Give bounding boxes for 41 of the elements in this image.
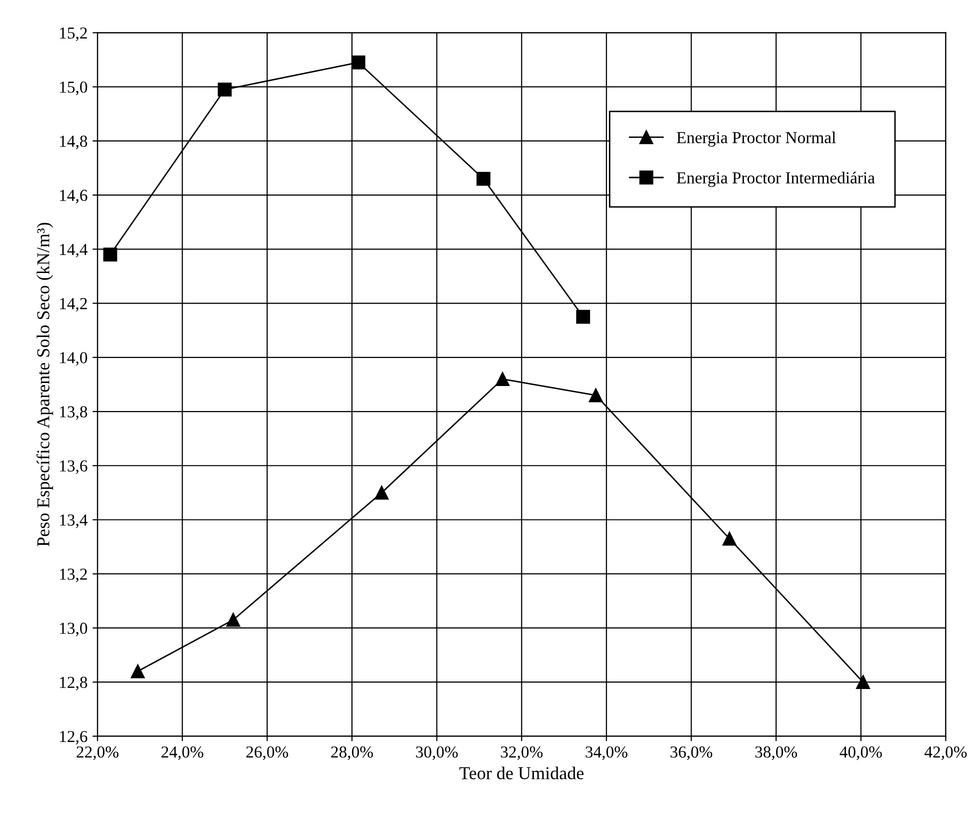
y-axis-title: Peso Específico Aparente Solo Seco (kN/m³)	[36, 222, 54, 546]
x-tick-label: 22,0%	[76, 746, 118, 760]
y-tick-label: 12,6	[60, 730, 88, 745]
y-tick-label: 14,6	[60, 190, 88, 204]
x-tick-label: 30,0%	[416, 746, 458, 760]
y-tick-label: 13,4	[60, 514, 88, 528]
point	[226, 612, 240, 627]
y-tick-label: 14,2	[60, 298, 87, 312]
point	[103, 248, 118, 262]
x-tick-label: 32,0%	[500, 746, 543, 760]
point	[588, 388, 603, 402]
point	[496, 372, 510, 386]
point	[722, 532, 736, 546]
point	[476, 172, 490, 186]
y-tick-label: 15,0	[60, 82, 88, 96]
x-axis-title: Teor de Umidade	[459, 766, 584, 780]
legend-label: Energia Proctor Intermediária	[676, 172, 875, 187]
x-tick-label: 26,0%	[246, 746, 288, 760]
y-tick-label: 13,8	[60, 406, 88, 420]
y-tick-label: 13,2	[60, 568, 87, 582]
legend-label: Energia Proctor Normal	[676, 132, 836, 147]
x-tick-label: 28,0%	[331, 746, 373, 760]
x-tick-label: 34,0%	[586, 746, 628, 760]
x-tick-label: 38,0%	[755, 746, 798, 760]
point	[576, 310, 590, 324]
point	[218, 82, 232, 96]
point	[351, 56, 366, 70]
x-tick-label: 42,0%	[924, 746, 967, 760]
x-tick-label: 36,0%	[670, 746, 712, 760]
y-tick-label: 14,4	[60, 244, 88, 258]
y-tick-label: 13,0	[60, 622, 88, 636]
y-tick-label: 15,2	[60, 27, 87, 42]
point	[374, 486, 389, 500]
x-tick-label: 40,0%	[840, 746, 882, 760]
x-tick-label: 24,0%	[162, 746, 204, 760]
point	[856, 675, 870, 690]
point	[130, 664, 145, 678]
y-tick-label: 13,6	[60, 460, 88, 474]
y-tick-label: 12,8	[60, 676, 88, 690]
y-tick-label: 14,8	[60, 136, 88, 150]
y-tick-label: 14,0	[60, 352, 88, 366]
